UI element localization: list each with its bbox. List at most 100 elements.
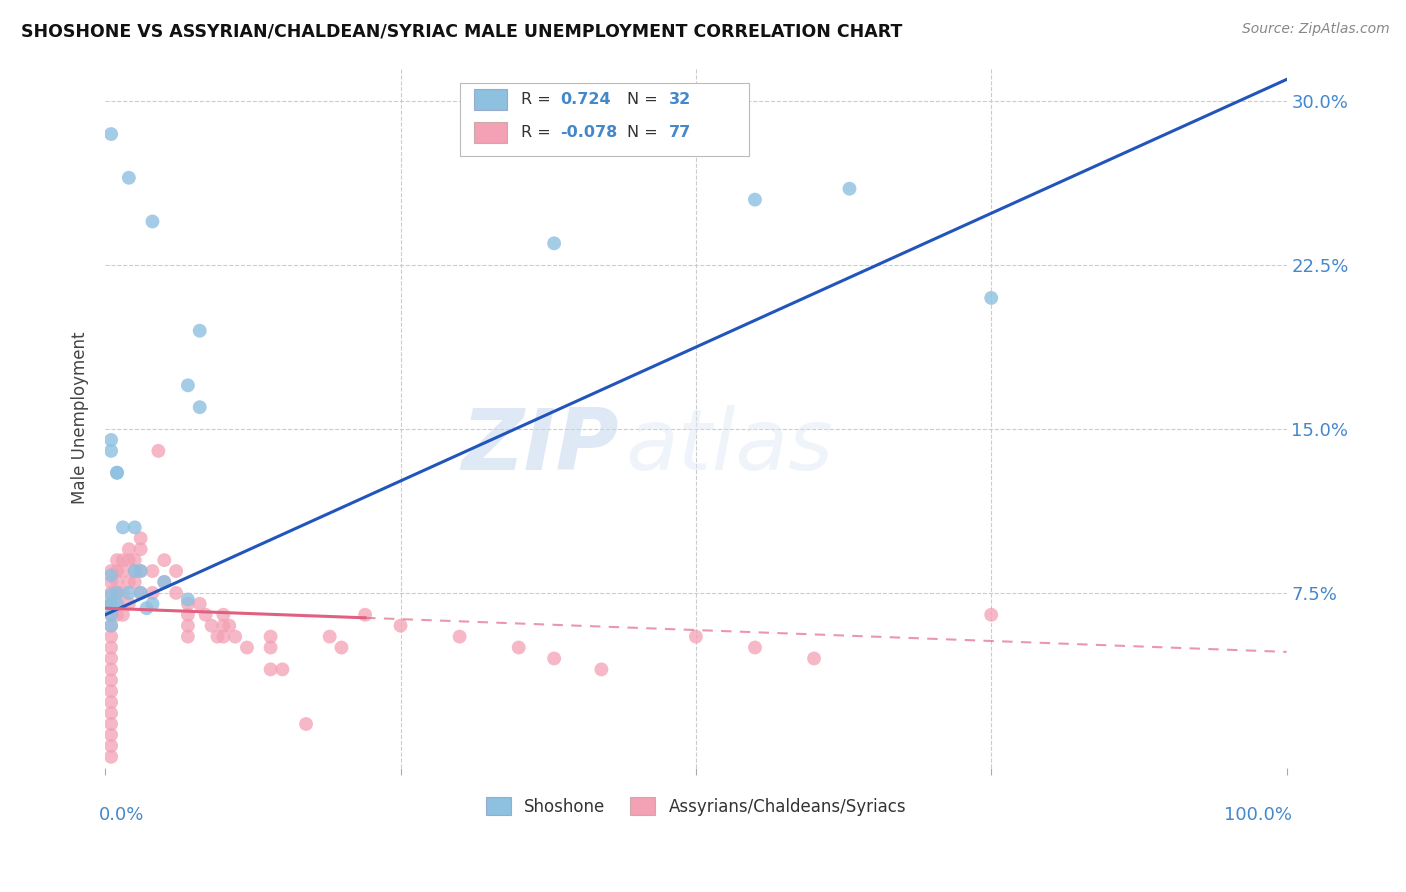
Point bbox=[141, 214, 163, 228]
Point bbox=[100, 586, 122, 600]
Point bbox=[141, 564, 163, 578]
Point bbox=[165, 586, 187, 600]
Point bbox=[118, 586, 141, 600]
Point bbox=[100, 728, 122, 742]
Point bbox=[188, 324, 211, 338]
Point bbox=[111, 564, 134, 578]
Point bbox=[543, 236, 565, 251]
Point bbox=[318, 630, 340, 644]
Point bbox=[212, 607, 235, 622]
Point bbox=[105, 586, 128, 600]
Point bbox=[111, 586, 134, 600]
Point bbox=[105, 553, 128, 567]
Point bbox=[153, 574, 176, 589]
Point bbox=[165, 564, 187, 578]
Point bbox=[118, 553, 141, 567]
Point bbox=[129, 586, 152, 600]
Point bbox=[100, 717, 122, 731]
Point bbox=[100, 630, 122, 644]
Point bbox=[212, 618, 235, 632]
Point bbox=[100, 607, 122, 622]
Text: 100.0%: 100.0% bbox=[1225, 806, 1292, 824]
Point bbox=[100, 443, 122, 458]
Point bbox=[100, 618, 122, 632]
Point bbox=[141, 597, 163, 611]
Point bbox=[129, 564, 152, 578]
Point bbox=[177, 630, 200, 644]
Point bbox=[685, 630, 707, 644]
Point bbox=[295, 717, 318, 731]
Point bbox=[236, 640, 259, 655]
Point bbox=[100, 597, 122, 611]
Point bbox=[141, 586, 163, 600]
Point bbox=[100, 695, 122, 709]
Text: atlas: atlas bbox=[626, 405, 832, 488]
Point bbox=[148, 443, 170, 458]
Point bbox=[744, 193, 766, 207]
Point bbox=[389, 618, 412, 632]
Point bbox=[591, 662, 613, 676]
Point bbox=[218, 618, 240, 632]
Point bbox=[449, 630, 471, 644]
Point bbox=[100, 640, 122, 655]
Point bbox=[259, 640, 281, 655]
Point bbox=[100, 588, 122, 602]
Point bbox=[100, 433, 122, 447]
Point bbox=[177, 378, 200, 392]
Point bbox=[100, 618, 122, 632]
Point bbox=[543, 651, 565, 665]
Point bbox=[111, 553, 134, 567]
Point bbox=[105, 607, 128, 622]
Point bbox=[100, 662, 122, 676]
Point bbox=[100, 607, 122, 622]
Point bbox=[105, 597, 128, 611]
Point bbox=[105, 466, 128, 480]
Point bbox=[111, 520, 134, 534]
Point bbox=[980, 291, 1002, 305]
Text: Source: ZipAtlas.com: Source: ZipAtlas.com bbox=[1241, 22, 1389, 37]
Point bbox=[135, 601, 157, 615]
Point bbox=[259, 630, 281, 644]
Text: SHOSHONE VS ASSYRIAN/CHALDEAN/SYRIAC MALE UNEMPLOYMENT CORRELATION CHART: SHOSHONE VS ASSYRIAN/CHALDEAN/SYRIAC MAL… bbox=[21, 22, 903, 40]
Point bbox=[124, 553, 146, 567]
Point bbox=[124, 574, 146, 589]
Point bbox=[330, 640, 353, 655]
Text: R =: R = bbox=[522, 125, 555, 140]
Legend: Shoshone, Assyrians/Chaldeans/Syriacs: Shoshone, Assyrians/Chaldeans/Syriacs bbox=[479, 791, 912, 822]
FancyBboxPatch shape bbox=[474, 122, 508, 144]
Point bbox=[105, 586, 128, 600]
Point bbox=[177, 597, 200, 611]
Point bbox=[224, 630, 246, 644]
Point bbox=[259, 662, 281, 676]
Point bbox=[105, 466, 128, 480]
Point bbox=[124, 520, 146, 534]
FancyBboxPatch shape bbox=[460, 82, 749, 156]
FancyBboxPatch shape bbox=[474, 89, 508, 111]
Text: 32: 32 bbox=[669, 92, 690, 107]
Point bbox=[508, 640, 530, 655]
Point bbox=[124, 564, 146, 578]
Point bbox=[105, 574, 128, 589]
Point bbox=[100, 684, 122, 698]
Point bbox=[100, 564, 122, 578]
Point bbox=[124, 564, 146, 578]
Point bbox=[188, 597, 211, 611]
Text: N =: N = bbox=[627, 125, 664, 140]
Text: ZIP: ZIP bbox=[461, 405, 619, 488]
Point bbox=[153, 574, 176, 589]
Point bbox=[129, 531, 152, 545]
Point bbox=[177, 607, 200, 622]
Point bbox=[105, 564, 128, 578]
Point bbox=[100, 739, 122, 753]
Point bbox=[744, 640, 766, 655]
Point bbox=[118, 542, 141, 557]
Point bbox=[100, 127, 122, 141]
Point bbox=[111, 607, 134, 622]
Text: R =: R = bbox=[522, 92, 555, 107]
Point bbox=[100, 574, 122, 589]
Point bbox=[100, 651, 122, 665]
Point bbox=[118, 170, 141, 185]
Point bbox=[100, 749, 122, 764]
Point bbox=[207, 630, 229, 644]
Point bbox=[105, 597, 128, 611]
